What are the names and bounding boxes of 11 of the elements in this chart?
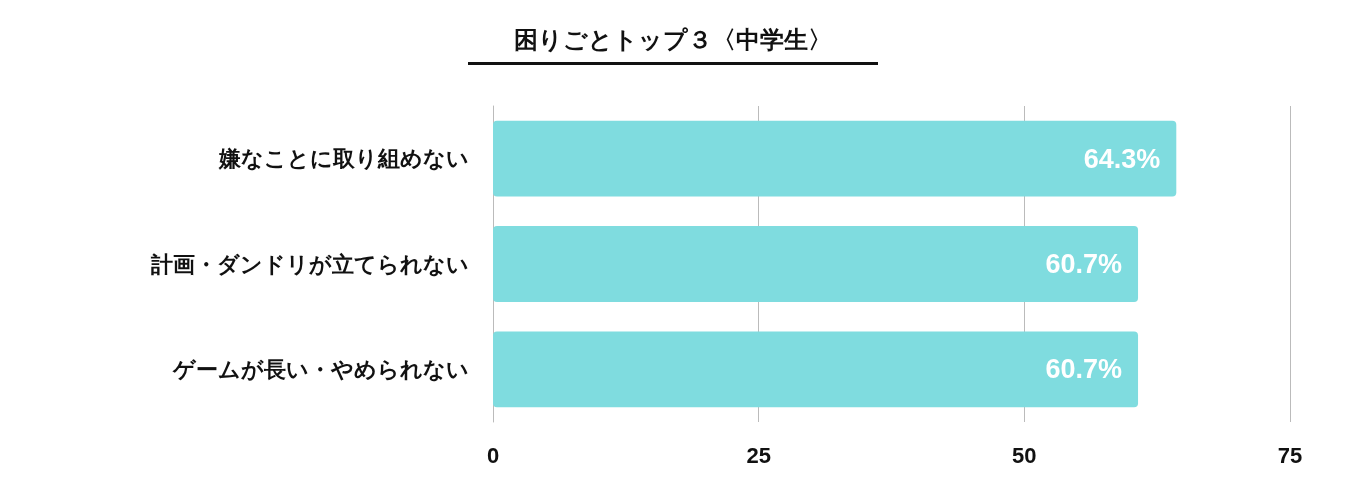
chart-title: 困りごとトップ３〈中学生〉	[468, 24, 878, 65]
x-tick-label: 0	[486, 442, 500, 468]
data-label: 60.7%	[1045, 354, 1123, 385]
data-label: 60.7%	[1045, 249, 1123, 279]
y-tick-label: ゲームが長い・やめられない	[172, 356, 469, 382]
y-tick-label: 計画・ダンドリが立てられない	[150, 251, 469, 277]
x-tick-label: 25	[746, 442, 771, 468]
y-tick-label: 嫌なことに取り組めない	[218, 146, 469, 172]
data-label: 64.3%	[1083, 143, 1161, 174]
x-tick-label: 75	[1277, 442, 1303, 468]
x-tick-label: 50	[1012, 442, 1037, 468]
